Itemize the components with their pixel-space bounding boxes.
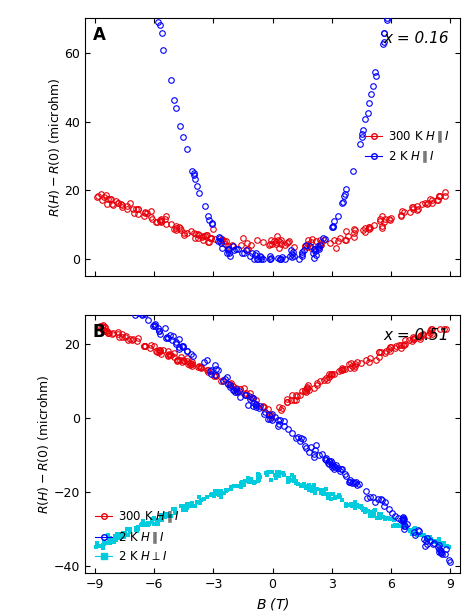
Legend: 300 K $H \parallel I$, 2 K $H \parallel I$, 2 K $H \perp I$: 300 K $H \parallel I$, 2 K $H \parallel … bbox=[91, 506, 184, 567]
Text: B: B bbox=[93, 323, 105, 341]
Text: A: A bbox=[93, 26, 106, 44]
Legend: 300 K $H \parallel I$, 2 K $H \parallel I$: 300 K $H \parallel I$, 2 K $H \parallel … bbox=[361, 126, 454, 169]
X-axis label: $B$ (T): $B$ (T) bbox=[255, 596, 290, 612]
Text: x = 0.16: x = 0.16 bbox=[383, 31, 448, 46]
Y-axis label: $R(H) - R(0)$ (microhm): $R(H) - R(0)$ (microhm) bbox=[36, 374, 51, 514]
Text: x = 0.51: x = 0.51 bbox=[383, 328, 448, 343]
Y-axis label: $R(H) - R(0)$ (microhm): $R(H) - R(0)$ (microhm) bbox=[47, 78, 62, 217]
